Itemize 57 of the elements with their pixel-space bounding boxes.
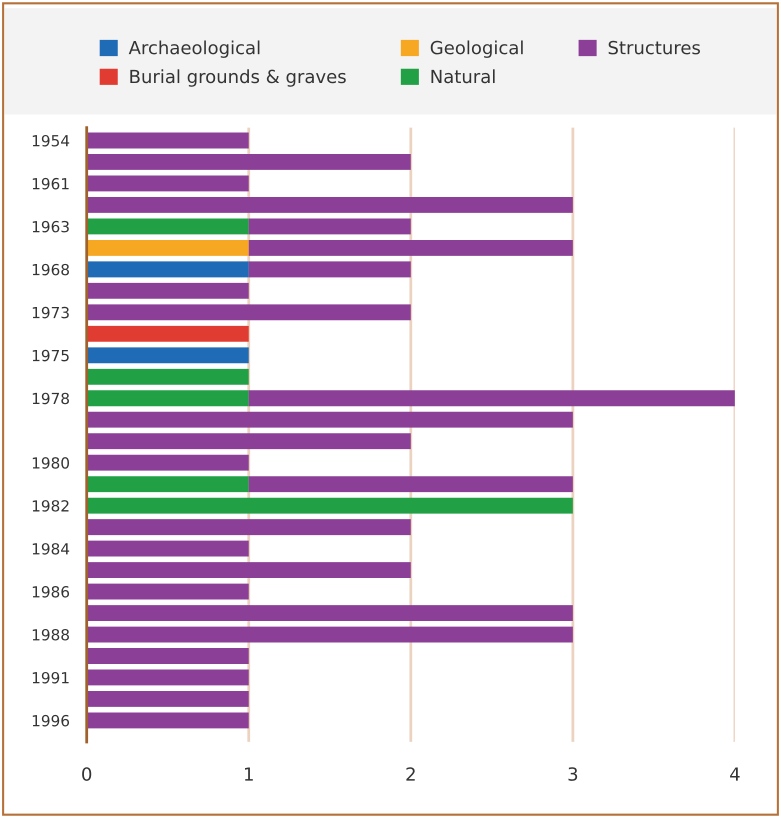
legend-label: Burial grounds & graves [130,69,346,87]
bar [86,261,249,278]
bar [86,326,249,342]
bar [248,218,411,234]
x-tick-label: 0 [82,767,92,781]
legend-label: Structures [608,40,700,54]
bar [86,626,573,642]
bar [248,390,735,406]
bar [86,712,249,728]
y-tick-label: 1996 [32,714,70,726]
bar [86,519,411,536]
x-tick-label: 2 [406,767,415,781]
y-tick-label: 1968 [32,264,69,276]
bar [86,562,411,578]
y-tick-label: 1982 [32,500,68,512]
bar [86,176,249,192]
y-tick-label: 1984 [32,543,70,555]
bar [86,670,249,686]
bar [86,218,249,234]
bar [248,476,573,492]
legend-label: Natural [431,69,495,84]
y-tick-label: 1954 [32,134,70,147]
y-tick-label: 1973 [32,306,69,318]
x-tick-label: 1 [244,767,253,781]
x-tick-label: 4 [730,767,740,781]
y-tick-label: 1991 [32,672,69,684]
y-tick-label: 1978 [32,392,69,404]
y-tick-label: 1975 [32,350,69,362]
bar [86,648,249,664]
y-tick-label: 1986 [32,586,70,598]
bar [86,433,411,450]
bar [86,412,573,428]
bar [86,584,249,600]
bar [86,368,249,385]
y-tick-label: 1988 [32,628,69,641]
bar [86,390,249,406]
bar [248,261,411,278]
bar [86,691,249,707]
bar [86,540,249,557]
y-tick-label: 1961 [32,178,69,190]
bar [86,196,573,213]
bar [86,304,411,320]
bar [86,476,249,492]
x-tick-label: 3 [568,767,578,781]
bar [86,132,249,148]
bar [86,240,249,256]
legend-label: Geological [430,40,523,58]
bar [86,454,249,471]
bar [86,282,249,299]
bar [86,347,249,364]
y-tick-label: 1980 [32,457,70,469]
y-tick-label: 1963 [32,220,69,232]
legend-label: Archaeological [128,40,260,58]
bar [86,498,573,514]
bar [86,605,573,621]
bar [248,240,573,256]
bar [86,154,411,170]
